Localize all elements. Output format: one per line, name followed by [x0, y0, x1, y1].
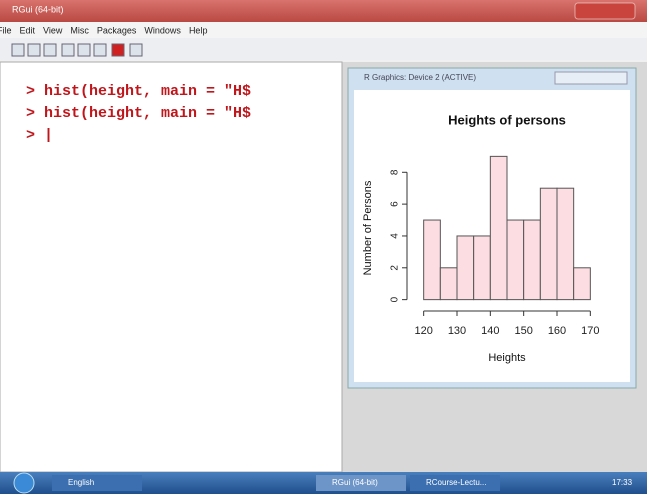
taskbar-item[interactable] [52, 475, 142, 491]
x-tick-label: 120 [414, 325, 432, 337]
tool-button[interactable] [11, 43, 25, 57]
console-line: > | [26, 127, 53, 144]
taskbar-label: RGui (64-bit) [332, 478, 378, 487]
taskbar-label: English [68, 478, 94, 487]
y-tick-label: 6 [390, 201, 401, 207]
menu-item[interactable]: View [43, 25, 63, 35]
bar [489, 155, 508, 301]
tool-button[interactable] [61, 43, 75, 57]
bar [506, 219, 525, 301]
chart-title: Heights of persons [448, 112, 566, 127]
y-tick-label: 8 [390, 169, 401, 175]
tool-button[interactable] [93, 43, 107, 57]
y-axis-label: Number of Persons [362, 180, 374, 275]
bar [539, 187, 558, 301]
menu-bar [0, 22, 647, 38]
x-tick-label: 150 [514, 325, 532, 337]
taskbar-item[interactable] [410, 475, 500, 491]
y-tick-label: 4 [390, 233, 401, 239]
menu-item[interactable]: File [0, 25, 12, 35]
start-button[interactable] [13, 472, 35, 494]
menu-item[interactable]: Windows [144, 25, 181, 35]
graphics-controls[interactable] [554, 71, 628, 85]
x-tick-label: 130 [448, 325, 466, 337]
window-title: RGui (64-bit) [12, 4, 64, 14]
bar [423, 219, 441, 301]
menu-item[interactable]: Misc [70, 25, 89, 35]
toolbar [0, 38, 647, 60]
y-tick-label: 0 [390, 296, 401, 302]
clock: 17:33 [612, 478, 633, 487]
console[interactable] [0, 61, 343, 473]
tool-button[interactable] [27, 43, 41, 57]
graphics-title: R Graphics: Device 2 (ACTIVE) [364, 73, 476, 82]
bar [556, 187, 575, 301]
bar [473, 235, 491, 301]
bar [456, 235, 475, 301]
console-line: > hist(height, main = "H$ [26, 105, 251, 122]
menu-item[interactable]: Help [189, 25, 208, 35]
menu-item[interactable]: Edit [20, 25, 36, 35]
window-controls[interactable] [574, 2, 636, 20]
bar [523, 219, 541, 301]
tool-button[interactable] [77, 43, 91, 57]
taskbar-item[interactable] [316, 475, 406, 491]
y-tick-label: 2 [390, 265, 401, 271]
x-tick-label: 170 [581, 325, 599, 337]
print-button[interactable] [129, 43, 143, 57]
x-axis-label: Heights [488, 352, 526, 364]
stop-button[interactable] [111, 43, 125, 57]
menu-item[interactable]: Packages [97, 25, 137, 35]
x-tick-label: 140 [481, 325, 499, 337]
tool-button[interactable] [43, 43, 57, 57]
bar [439, 267, 458, 301]
taskbar-label: RCourse-Lectu... [426, 478, 486, 487]
x-tick-label: 160 [548, 325, 566, 337]
title-bar [0, 0, 647, 22]
bar [573, 267, 591, 301]
console-line: > hist(height, main = "H$ [26, 83, 251, 100]
